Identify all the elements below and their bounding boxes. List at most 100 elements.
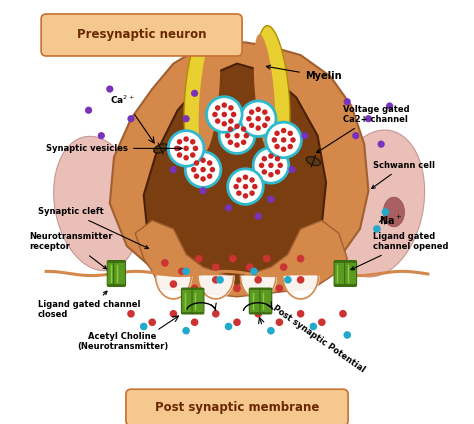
Circle shape — [231, 112, 237, 117]
Circle shape — [183, 155, 189, 160]
Circle shape — [255, 212, 262, 220]
Circle shape — [378, 141, 385, 148]
Circle shape — [221, 112, 227, 117]
Circle shape — [277, 162, 283, 168]
Circle shape — [382, 208, 389, 216]
Circle shape — [182, 268, 190, 275]
FancyBboxPatch shape — [182, 288, 193, 314]
Circle shape — [249, 123, 255, 128]
Text: Post synaptic membrane: Post synaptic membrane — [155, 401, 319, 414]
Circle shape — [255, 310, 262, 318]
Text: Ca$^{2+}$: Ca$^{2+}$ — [110, 93, 135, 106]
Circle shape — [170, 280, 177, 288]
Circle shape — [266, 122, 301, 158]
Circle shape — [281, 137, 286, 142]
Circle shape — [250, 268, 258, 275]
Circle shape — [216, 276, 224, 284]
Circle shape — [262, 109, 267, 115]
Circle shape — [195, 255, 203, 262]
Circle shape — [272, 137, 277, 142]
Circle shape — [177, 152, 182, 158]
Polygon shape — [110, 42, 368, 293]
Circle shape — [267, 327, 275, 335]
Circle shape — [161, 259, 169, 267]
Circle shape — [262, 156, 267, 162]
Circle shape — [148, 318, 156, 326]
Circle shape — [106, 86, 113, 93]
Circle shape — [225, 204, 232, 212]
Ellipse shape — [306, 157, 320, 165]
Circle shape — [241, 126, 246, 132]
Circle shape — [281, 128, 286, 133]
Circle shape — [212, 276, 219, 284]
Circle shape — [201, 157, 206, 163]
Ellipse shape — [254, 34, 275, 152]
Circle shape — [263, 255, 271, 262]
Circle shape — [249, 177, 255, 183]
FancyBboxPatch shape — [114, 260, 126, 287]
Circle shape — [255, 276, 262, 284]
Circle shape — [194, 160, 199, 166]
Circle shape — [255, 116, 261, 121]
Circle shape — [98, 132, 105, 139]
Circle shape — [201, 167, 206, 172]
Circle shape — [252, 184, 257, 189]
Circle shape — [228, 118, 234, 124]
Circle shape — [280, 263, 287, 271]
Text: Ligand gated
channel opened: Ligand gated channel opened — [351, 232, 448, 270]
Ellipse shape — [154, 144, 168, 153]
Circle shape — [339, 310, 347, 318]
Circle shape — [201, 176, 206, 181]
Polygon shape — [144, 64, 326, 288]
Circle shape — [310, 323, 317, 330]
Circle shape — [178, 268, 186, 275]
FancyBboxPatch shape — [126, 389, 348, 424]
Circle shape — [234, 123, 240, 129]
Circle shape — [210, 167, 215, 172]
Circle shape — [275, 318, 283, 326]
Circle shape — [344, 98, 351, 105]
Text: Ligand gated channel
closed: Ligand gated channel closed — [38, 291, 140, 319]
Circle shape — [244, 133, 249, 138]
Circle shape — [234, 142, 240, 148]
Circle shape — [191, 285, 199, 292]
Text: Myelin: Myelin — [266, 65, 341, 81]
Ellipse shape — [383, 197, 404, 227]
Circle shape — [386, 102, 393, 109]
Circle shape — [281, 146, 286, 152]
Circle shape — [289, 166, 296, 173]
Circle shape — [243, 193, 248, 198]
Circle shape — [174, 145, 180, 151]
Circle shape — [267, 195, 274, 203]
Circle shape — [228, 126, 233, 132]
Circle shape — [221, 102, 227, 108]
Circle shape — [228, 139, 233, 145]
Circle shape — [219, 118, 255, 153]
Circle shape — [170, 310, 177, 318]
Circle shape — [243, 175, 248, 180]
Text: Synaptic vesicles: Synaptic vesicles — [46, 144, 182, 153]
Circle shape — [249, 109, 255, 115]
Circle shape — [301, 132, 309, 139]
Circle shape — [207, 97, 242, 132]
Circle shape — [240, 101, 276, 137]
Circle shape — [225, 323, 232, 330]
Circle shape — [268, 162, 273, 168]
Circle shape — [255, 106, 261, 112]
Circle shape — [182, 115, 190, 122]
Circle shape — [274, 144, 280, 149]
Ellipse shape — [54, 136, 140, 271]
Circle shape — [236, 177, 242, 183]
Circle shape — [212, 310, 219, 318]
Circle shape — [191, 90, 198, 97]
Circle shape — [128, 115, 135, 122]
Circle shape — [241, 139, 246, 145]
Ellipse shape — [256, 26, 290, 161]
Circle shape — [190, 152, 195, 158]
Circle shape — [225, 133, 230, 138]
Circle shape — [233, 184, 239, 189]
FancyBboxPatch shape — [260, 288, 272, 314]
Text: Synaptic cleft: Synaptic cleft — [38, 207, 148, 248]
Circle shape — [193, 145, 198, 151]
FancyBboxPatch shape — [334, 260, 346, 287]
